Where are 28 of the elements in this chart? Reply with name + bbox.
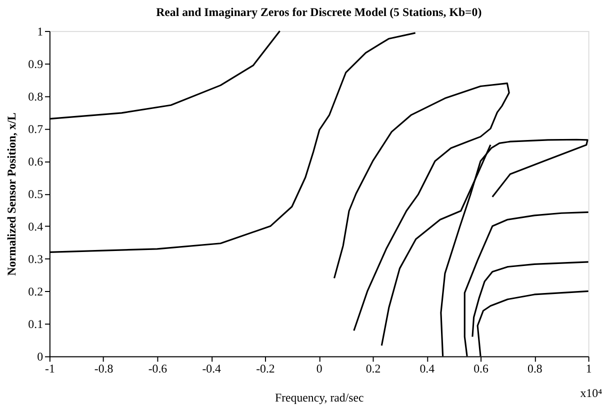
y-tick-label: 0.9 xyxy=(28,56,44,71)
y-tick-label: 0.7 xyxy=(28,122,44,136)
y-tick-label: 1 xyxy=(37,24,44,38)
x-tick-label: 0.8 xyxy=(528,362,542,376)
x-tick-label: 0.4 xyxy=(420,362,435,376)
line-series xyxy=(333,82,510,332)
y-tick-label: 0.5 xyxy=(28,187,44,202)
chart-title: Real and Imaginary Zeros for Discrete Model (5 Stations, Kb=0) xyxy=(156,5,482,20)
y-tick-label: 0.4 xyxy=(28,220,44,234)
x-tick-label: -0.8 xyxy=(94,362,114,376)
x-tick-label: 0.2 xyxy=(366,362,381,376)
y-tick-label: 0 xyxy=(37,350,44,364)
x-tick-label: 0 xyxy=(316,362,322,376)
y-tick-label: 0.3 xyxy=(28,252,44,266)
y-axis-title: Normalized Sensor Position, x/L xyxy=(4,112,18,276)
y-tick-label: 0.6 xyxy=(28,154,44,169)
text: x10⁴ xyxy=(580,386,602,400)
x-tick-label: -0.2 xyxy=(256,362,275,376)
y-tick-label: 0.8 xyxy=(28,89,44,104)
x-axis-title: Frequency, rad/sec xyxy=(274,390,364,404)
x-tick-label: 0.6 xyxy=(474,362,489,376)
line-series xyxy=(472,261,590,338)
x-tick-label: 1 xyxy=(586,362,592,376)
x-tick-label: -0.6 xyxy=(148,362,168,376)
x-tick-label: -1 xyxy=(44,362,55,376)
x-tick-label: -0.4 xyxy=(202,362,222,376)
y-tick-label: 0.1 xyxy=(28,317,44,332)
y-tick-label: 0.2 xyxy=(28,284,44,299)
